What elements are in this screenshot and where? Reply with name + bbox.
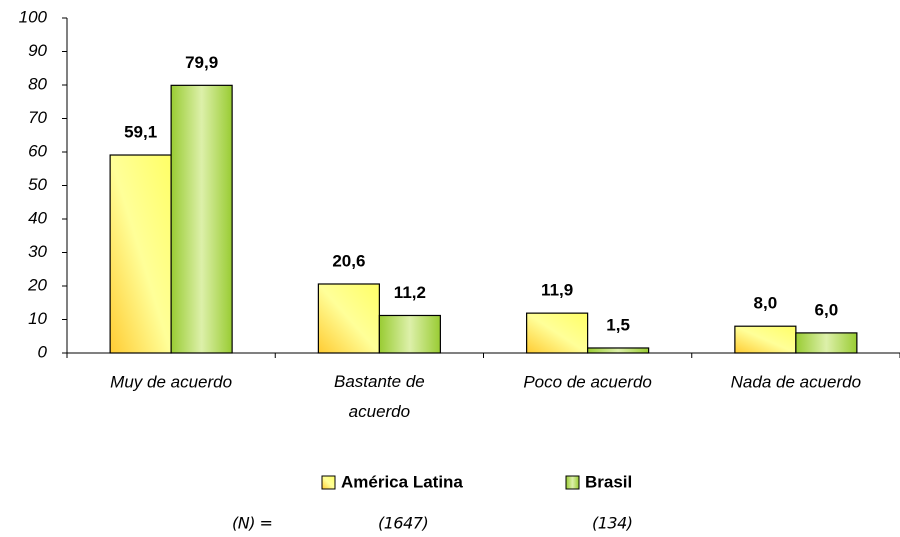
y-tick-label: 90 <box>28 41 47 60</box>
bar <box>526 312 589 354</box>
x-tick-label: Nada de acuerdo <box>731 372 861 391</box>
bar <box>317 283 380 354</box>
y-tick-label: 0 <box>38 342 48 361</box>
bar <box>170 84 233 354</box>
x-tick-label: Bastante de acuerdo <box>334 372 425 421</box>
y-tick-label: 80 <box>28 74 47 93</box>
y-tick-label: 20 <box>27 275 47 294</box>
x-tick-label: Muy de acuerdo <box>110 372 232 391</box>
y-tick-label: 10 <box>28 309 47 328</box>
n-value: (1647) <box>378 514 428 533</box>
value-label: 8,0 <box>754 294 778 313</box>
y-tick-label: 40 <box>28 208 47 227</box>
bar <box>587 347 650 354</box>
legend-label: Brasil <box>585 472 632 491</box>
bar <box>109 154 172 354</box>
legend-swatch <box>321 475 336 490</box>
bar <box>795 332 858 354</box>
y-tick-label: 50 <box>28 175 47 194</box>
value-label: 11,2 <box>394 283 426 302</box>
y-tick-label: 30 <box>28 242 47 261</box>
value-label: 20,6 <box>332 251 365 270</box>
value-label: 79,9 <box>185 53 218 72</box>
n-value: (134) <box>592 514 633 533</box>
value-label: 1,5 <box>606 315 630 334</box>
x-tick-label: Poco de acuerdo <box>523 372 652 391</box>
legend-label: América Latina <box>341 472 463 491</box>
n-label: (N) = <box>232 514 272 533</box>
y-tick-label: 70 <box>28 108 47 127</box>
value-label: 6,0 <box>815 300 839 319</box>
y-tick-label: 100 <box>19 7 48 26</box>
bar <box>734 325 797 354</box>
bar <box>378 314 441 354</box>
value-label: 59,1 <box>124 122 157 141</box>
legend-swatch <box>565 475 580 490</box>
value-label: 11,9 <box>541 281 573 300</box>
y-tick-label: 60 <box>28 141 47 160</box>
